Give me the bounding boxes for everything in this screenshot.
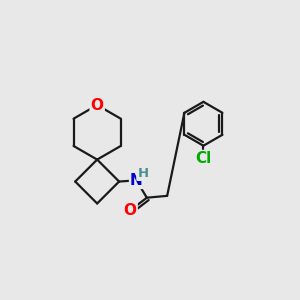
Text: N: N bbox=[130, 173, 143, 188]
Text: Cl: Cl bbox=[195, 151, 212, 166]
Text: O: O bbox=[91, 98, 104, 112]
Text: H: H bbox=[137, 167, 148, 180]
Text: O: O bbox=[124, 203, 137, 218]
